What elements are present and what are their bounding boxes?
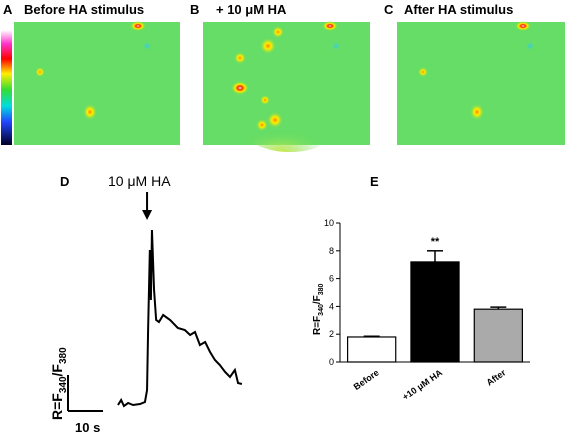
panel-letter: D <box>60 174 69 189</box>
panel-letter: A <box>3 2 13 17</box>
trace <box>117 229 243 408</box>
y-tick-label: 6 <box>329 274 334 284</box>
annotation: 10 μM HA <box>108 173 171 189</box>
image-a <box>14 21 180 145</box>
panel-title: After HA stimulus <box>404 2 513 17</box>
y-label: R=F340/F380 <box>312 283 325 335</box>
panel-letter: E <box>370 174 379 189</box>
panel-title: + 10 μM HA <box>216 2 287 17</box>
x-tick-label: +10 μM HA <box>401 367 445 402</box>
panel-letter: B <box>190 2 199 17</box>
y-tick-label: 4 <box>329 301 334 311</box>
y-label: R=F340/F380 <box>49 347 69 420</box>
arrow-head <box>142 210 153 220</box>
x-tick-label: Before <box>352 367 381 392</box>
image-c <box>397 21 565 145</box>
y-tick-label: 0 <box>329 357 334 367</box>
x-tick-label: After <box>485 367 508 388</box>
panel-title: Before HA stimulus <box>24 2 144 17</box>
bar <box>347 336 397 363</box>
bar <box>410 261 460 363</box>
y-tick-label: 8 <box>329 246 334 256</box>
scale-bar-label: 10 s <box>75 420 100 435</box>
y-tick-label: 2 <box>329 329 334 339</box>
panel-letter: C <box>384 2 394 17</box>
image-b <box>203 21 370 152</box>
significance: ** <box>431 236 440 248</box>
colorbar <box>1 30 12 145</box>
bar <box>473 308 523 363</box>
y-tick-label: 10 <box>324 218 334 228</box>
